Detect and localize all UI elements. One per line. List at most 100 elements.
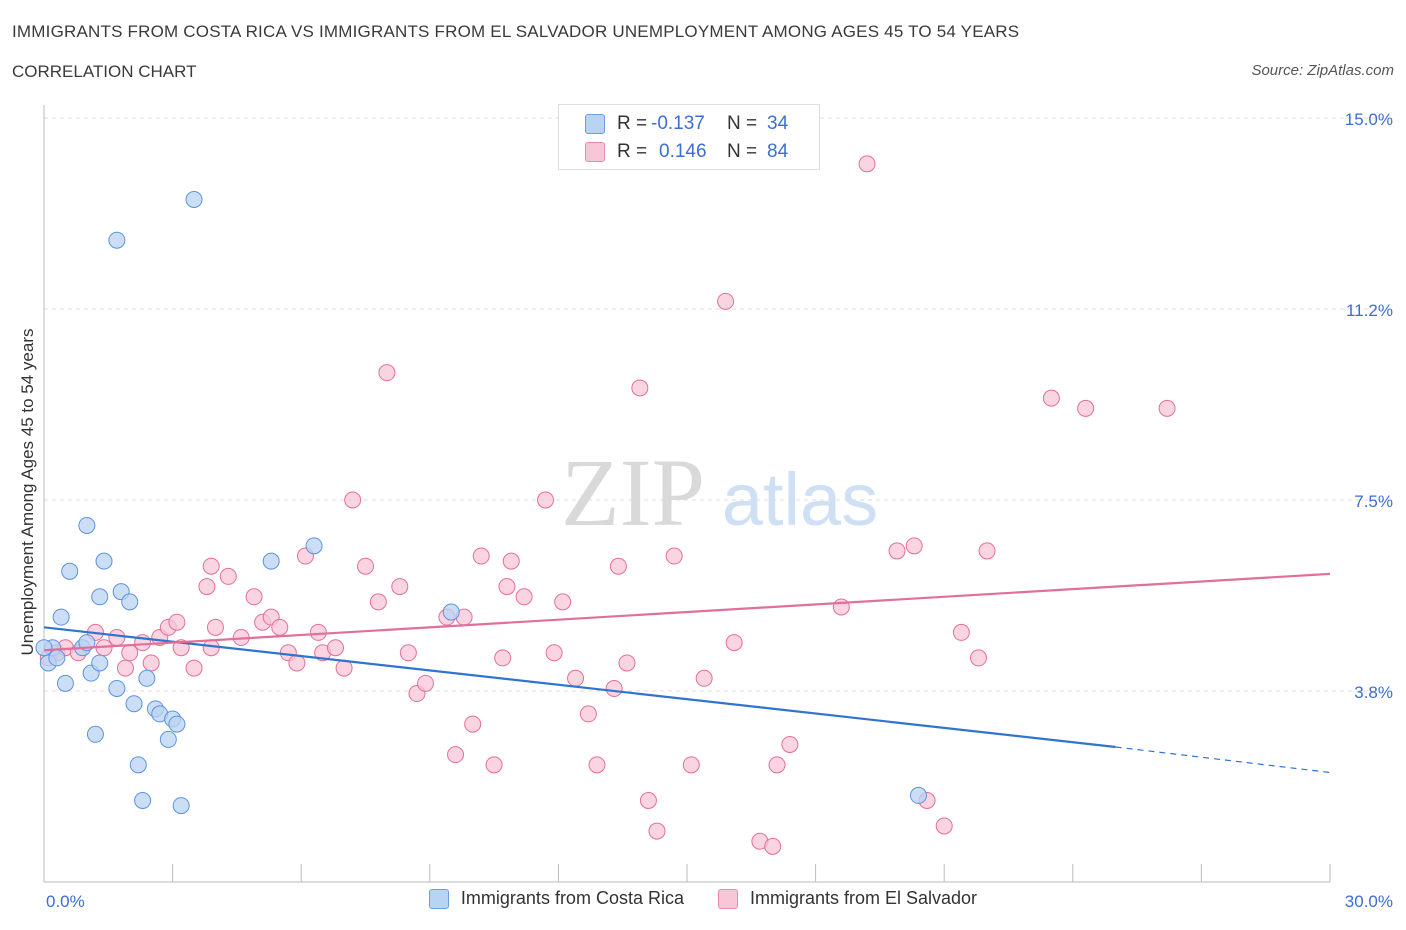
point-el-salvador bbox=[781, 735, 799, 753]
legend-row-el-salvador: R = 0.146 N = 84 bbox=[585, 139, 788, 165]
point-el-salvador bbox=[888, 542, 906, 560]
point-el-salvador bbox=[579, 705, 597, 723]
point-el-salvador bbox=[545, 644, 563, 662]
point-el-salvador bbox=[369, 593, 387, 611]
legend-swatch-costa-rica bbox=[585, 114, 605, 134]
point-el-salvador bbox=[554, 593, 572, 611]
point-el-salvador bbox=[202, 557, 220, 575]
point-costa-rica bbox=[185, 190, 203, 208]
legend-n-label: N = bbox=[727, 141, 758, 162]
point-el-salvador bbox=[399, 644, 417, 662]
trend-line-el-salvador bbox=[43, 572, 1331, 652]
point-costa-rica bbox=[86, 725, 104, 743]
point-el-salvador bbox=[357, 557, 374, 575]
x-tick-label: 30.0% bbox=[1345, 892, 1393, 911]
legend-item-el-salvador: Immigrants from El Salvador bbox=[717, 888, 978, 909]
legend-item-costa-rica: Immigrants from Costa Rica bbox=[428, 888, 684, 909]
point-el-salvador bbox=[978, 542, 996, 560]
point-costa-rica bbox=[168, 715, 186, 733]
point-el-salvador bbox=[725, 634, 743, 652]
legend-swatch-costa-rica bbox=[428, 888, 449, 909]
y-axis-label: Unemployment Among Ages 45 to 54 years bbox=[18, 329, 37, 656]
point-el-salvador bbox=[631, 379, 649, 397]
point-el-salvador bbox=[605, 679, 623, 697]
legend-r-label: R = bbox=[617, 113, 648, 134]
legend-r-label: R = bbox=[617, 141, 648, 162]
trend-line-costa-rica bbox=[43, 626, 1116, 749]
point-el-salvador bbox=[309, 623, 327, 641]
legend-n-label: N = bbox=[727, 113, 758, 134]
point-costa-rica bbox=[138, 669, 156, 687]
point-el-salvador bbox=[142, 654, 160, 672]
point-el-salvador bbox=[648, 822, 666, 840]
point-costa-rica bbox=[52, 608, 70, 626]
point-costa-rica bbox=[108, 679, 126, 697]
chart-subtitle: CORRELATION CHART bbox=[12, 62, 197, 81]
y-tick-label: 3.8% bbox=[1354, 683, 1393, 702]
point-el-salvador bbox=[639, 792, 657, 810]
y-tick-label: 7.5% bbox=[1354, 492, 1393, 511]
legend-label-costa-rica: Immigrants from Costa Rica bbox=[460, 888, 684, 908]
point-el-salvador bbox=[1158, 399, 1176, 417]
point-el-salvador bbox=[567, 669, 585, 687]
point-costa-rica bbox=[91, 588, 109, 606]
point-costa-rica bbox=[91, 654, 109, 672]
point-el-salvador bbox=[1077, 399, 1095, 417]
point-costa-rica bbox=[305, 537, 323, 555]
y-tick-label: 11.2% bbox=[1346, 301, 1393, 320]
point-el-salvador bbox=[378, 364, 396, 382]
legend-n-value: 84 bbox=[767, 141, 789, 162]
legend-label-el-salvador: Immigrants from El Salvador bbox=[749, 888, 978, 908]
point-el-salvador bbox=[969, 649, 987, 667]
point-costa-rica bbox=[159, 730, 177, 748]
point-costa-rica bbox=[909, 786, 927, 804]
axes bbox=[43, 105, 1331, 883]
point-el-salvador bbox=[198, 578, 216, 596]
point-costa-rica bbox=[48, 649, 66, 667]
point-costa-rica bbox=[108, 231, 126, 249]
point-costa-rica bbox=[125, 695, 143, 713]
axis-labels: 15.0% 11.2% 7.5% 3.8% 0.0% 30.0% Unemployment … bbox=[18, 110, 1393, 911]
point-el-salvador bbox=[485, 756, 503, 774]
point-el-salvador bbox=[537, 491, 555, 509]
legend-n-value: 34 bbox=[767, 113, 789, 134]
legend-row-costa-rica: R = -0.137 N = 34 bbox=[585, 111, 788, 137]
point-el-salvador bbox=[717, 292, 735, 310]
point-el-salvador bbox=[245, 588, 263, 606]
point-el-salvador bbox=[695, 669, 713, 687]
point-el-salvador bbox=[288, 654, 306, 672]
point-costa-rica bbox=[61, 562, 79, 580]
trend-lines bbox=[43, 572, 1331, 774]
legend-swatch-el-salvador bbox=[585, 142, 605, 162]
data-points bbox=[35, 155, 1176, 855]
point-el-salvador bbox=[832, 598, 850, 616]
point-el-salvador bbox=[952, 623, 970, 641]
x-tick-label: 0.0% bbox=[46, 892, 85, 911]
point-el-salvador bbox=[515, 588, 533, 606]
point-el-salvador bbox=[588, 756, 606, 774]
chart-title: IMMIGRANTS FROM COSTA RICA VS IMMIGRANTS… bbox=[12, 22, 1020, 41]
point-el-salvador bbox=[502, 552, 520, 570]
point-el-salvador bbox=[271, 618, 289, 636]
watermark-atlas: atlas bbox=[722, 458, 878, 541]
point-costa-rica bbox=[442, 603, 460, 621]
point-costa-rica bbox=[134, 792, 152, 810]
point-el-salvador bbox=[768, 756, 786, 774]
point-el-salvador bbox=[764, 837, 782, 855]
point-costa-rica bbox=[262, 552, 280, 570]
point-el-salvador bbox=[185, 659, 203, 677]
point-costa-rica bbox=[121, 593, 139, 611]
point-el-salvador bbox=[858, 155, 876, 173]
grid-lines bbox=[44, 117, 1392, 692]
point-el-salvador bbox=[665, 547, 683, 565]
point-el-salvador bbox=[121, 644, 139, 662]
point-el-salvador bbox=[609, 557, 627, 575]
point-el-salvador bbox=[618, 654, 636, 672]
point-costa-rica bbox=[172, 797, 190, 815]
point-el-salvador bbox=[168, 613, 186, 631]
point-el-salvador bbox=[206, 618, 224, 636]
point-costa-rica bbox=[95, 552, 113, 570]
point-el-salvador bbox=[417, 674, 435, 692]
legend-r-value: -0.137 bbox=[651, 113, 705, 134]
